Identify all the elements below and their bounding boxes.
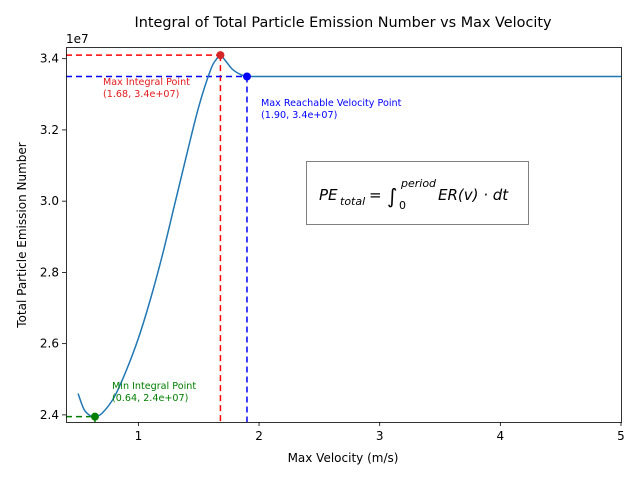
x-axis-label: Max Velocity (m/s) [288,451,399,465]
formula-equals: = [369,186,382,204]
x-tick-label: 3 [376,429,384,443]
y-tick-label: 2.8 [40,265,59,279]
y-tick-label: 3.4 [40,52,59,66]
x-tick-label: 1 [135,429,143,443]
x-tick-label: 4 [497,429,505,443]
point-1-marker [242,72,251,81]
y-tick-label: 3.2 [40,123,59,137]
formula-lower-limit: 0 [399,199,406,212]
max-reachable-label: Max Reachable Velocity Point [261,98,402,109]
y-axis-label: Total Particle Emission Number [15,142,29,328]
max-reachable-value: (1.90, 3.4e+07) [261,110,337,121]
y-offset-label: 1e7 [66,32,89,46]
x-axis: 1 2 3 4 5 [135,422,625,443]
formula-integral-sign: ∫ [387,184,397,208]
series-line-0 [77,54,621,418]
point-2-marker [90,412,99,421]
chart-title: Integral of Total Particle Emission Numb… [134,15,552,31]
y-tick-label: 2.6 [40,337,59,351]
formula-lhs: PE [319,186,338,204]
plot-frame [66,47,622,423]
formula-body: ER(v) · dt [438,186,509,204]
min-integral-value: (0.64, 2.4e+07) [112,393,188,404]
formula-box: PE total = ∫ period 0 ER(v) · dt [306,161,529,225]
point-0-marker [216,51,225,60]
plot-layer [66,51,621,422]
y-axis: 2.4 2.6 2.8 3.0 3.2 3.4 [40,52,66,422]
min-integral-label: Min Integral Point [112,381,196,392]
max-integral-label: Max Integral Point [103,77,190,88]
y-tick-label: 2.4 [40,408,59,422]
formula-upper-limit: period [400,177,437,190]
formula-box-frame [306,161,529,225]
max-integral-value: (1.68, 3.4e+07) [103,89,179,100]
x-tick-label: 5 [617,429,625,443]
y-tick-label: 3.0 [40,194,59,208]
formula-lhs-subscript: total [340,195,365,208]
x-tick-label: 2 [255,429,263,443]
